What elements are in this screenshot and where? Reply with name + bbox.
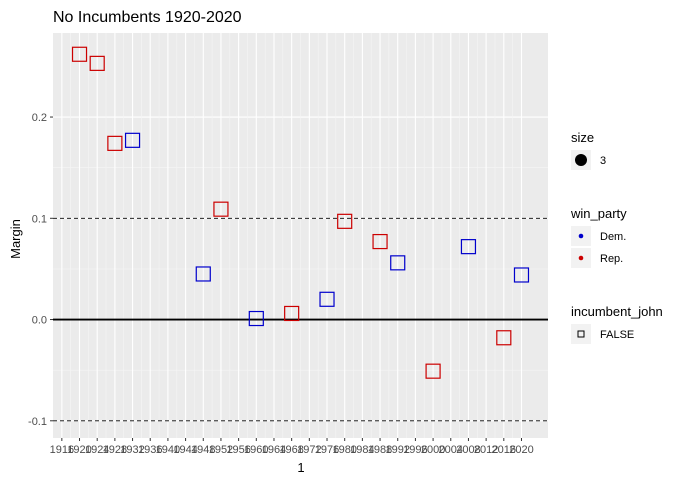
legend-shape-symbol: [577, 330, 585, 338]
data-point: [337, 213, 353, 229]
legend-color-symbol: [578, 233, 584, 239]
data-point: [124, 132, 141, 148]
legend-label: Rep.: [600, 253, 623, 265]
x-tick-label: 1996: [403, 444, 427, 456]
chart-title: No Incumbents 1920-2020: [53, 9, 242, 26]
x-tick-label: 1948: [191, 444, 215, 456]
data-point: [513, 267, 530, 283]
legend-title: win_party: [570, 206, 627, 221]
data-point: [213, 201, 229, 217]
legend-title: incumbent_john: [571, 304, 663, 319]
legend-label: FALSE: [600, 329, 634, 341]
legend-key: [571, 324, 591, 344]
data-point: [319, 291, 335, 307]
legend-label: 3: [600, 155, 606, 167]
y-tick-label: 0.0: [32, 315, 47, 327]
x-tick-label: 1984: [350, 444, 374, 456]
y-tick-label: -0.1: [28, 416, 47, 428]
data-point: [195, 266, 211, 282]
x-tick-label: 1976: [315, 444, 339, 456]
x-tick-label: 1972: [297, 444, 321, 456]
x-tick-label: 1936: [138, 444, 162, 456]
x-tick-label: 2016: [492, 444, 516, 456]
x-tick-label: 1940: [156, 444, 180, 456]
x-tick-label: 2020: [509, 444, 533, 456]
data-point: [71, 46, 88, 62]
legend-color-symbol: [578, 255, 584, 261]
x-tick-label: 2008: [456, 444, 480, 456]
x-tick-label: 1988: [368, 444, 392, 456]
x-tick-label: 1956: [226, 444, 250, 456]
data-point: [496, 330, 512, 346]
data-point: [425, 363, 441, 379]
x-tick-label: 1968: [279, 444, 303, 456]
x-tick-label: 1916: [50, 444, 74, 456]
x-tick-label: 1960: [244, 444, 268, 456]
y-axis-title: Margin: [8, 219, 23, 259]
data-point: [107, 135, 123, 151]
data-point: [248, 310, 264, 327]
x-tick-label: 2012: [474, 444, 498, 456]
x-tick-label: 2004: [439, 444, 463, 456]
x-tick-label: 1920: [67, 444, 91, 456]
x-tick-label: 1992: [385, 444, 409, 456]
legend-label: Dem.: [600, 231, 626, 243]
plot-area: -0.10.00.10.2191619201924192819321936194…: [28, 33, 548, 456]
data-point: [372, 233, 388, 250]
data-point: [284, 305, 300, 322]
x-tick-label: 1928: [103, 444, 127, 456]
legend-size-symbol: [575, 154, 587, 166]
x-tick-label: 1952: [209, 444, 233, 456]
x-tick-label: 1932: [120, 444, 144, 456]
data-point: [460, 239, 477, 255]
x-tick-label: 1964: [262, 444, 286, 456]
y-tick-label: 0.1: [32, 213, 47, 225]
x-axis-title: 1: [297, 460, 304, 475]
data-point: [390, 255, 406, 271]
x-tick-label: 2000: [421, 444, 445, 456]
x-tick-label: 1924: [85, 444, 109, 456]
x-tick-label: 1944: [173, 444, 197, 456]
data-point: [89, 55, 105, 71]
legend: size 3 win_party Dem. Rep. incumbent_john FALS…: [570, 130, 663, 344]
y-tick-label: 0.2: [32, 112, 47, 124]
x-tick-label: 1980: [332, 444, 356, 456]
legend-title: size: [571, 130, 594, 145]
